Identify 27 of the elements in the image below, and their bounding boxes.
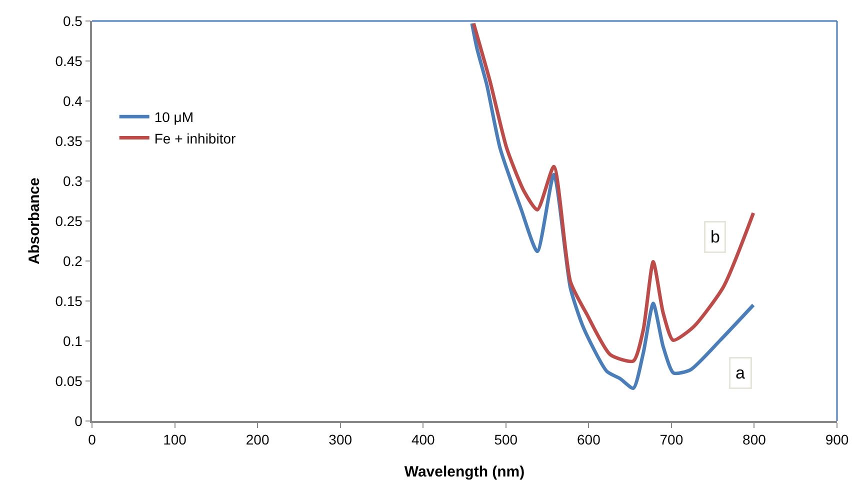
y-tick-label: 0.5 [62, 12, 83, 29]
annotation: a [736, 364, 746, 382]
x-tick-label: 200 [246, 432, 270, 448]
legend-label: Fe + inhibitor [154, 130, 236, 146]
y-tick-label: 0.25 [55, 212, 83, 229]
x-tick-label: 500 [494, 432, 518, 448]
x-tick-label: 800 [742, 432, 766, 448]
y-tick-label: 0.15 [55, 292, 83, 309]
legend-label: 10 μM [154, 109, 194, 126]
x-tick-label: 900 [825, 432, 849, 448]
y-tick-label: 0.2 [62, 252, 83, 269]
x-tick-label: 600 [576, 432, 601, 448]
y-tick-label: 0.35 [55, 132, 83, 149]
y-axis-title: Absorbance [26, 178, 43, 264]
annotation: b [710, 228, 720, 246]
y-tick-label: 0.3 [62, 172, 83, 189]
x-tick-label: 0 [88, 432, 96, 448]
x-tick-label: 700 [660, 432, 684, 448]
x-tick-label: 400 [411, 432, 436, 448]
y-tick-label: 0.4 [62, 92, 83, 109]
x-axis-title: Wavelength (nm) [404, 464, 525, 480]
y-tick-label: 0.05 [55, 372, 83, 389]
x-tick-label: 100 [163, 432, 187, 448]
y-tick-label: 0.1 [62, 332, 83, 349]
x-tick-label: 300 [328, 432, 352, 448]
y-tick-label: 0.45 [55, 52, 83, 69]
y-tick-label: 0 [74, 412, 83, 429]
